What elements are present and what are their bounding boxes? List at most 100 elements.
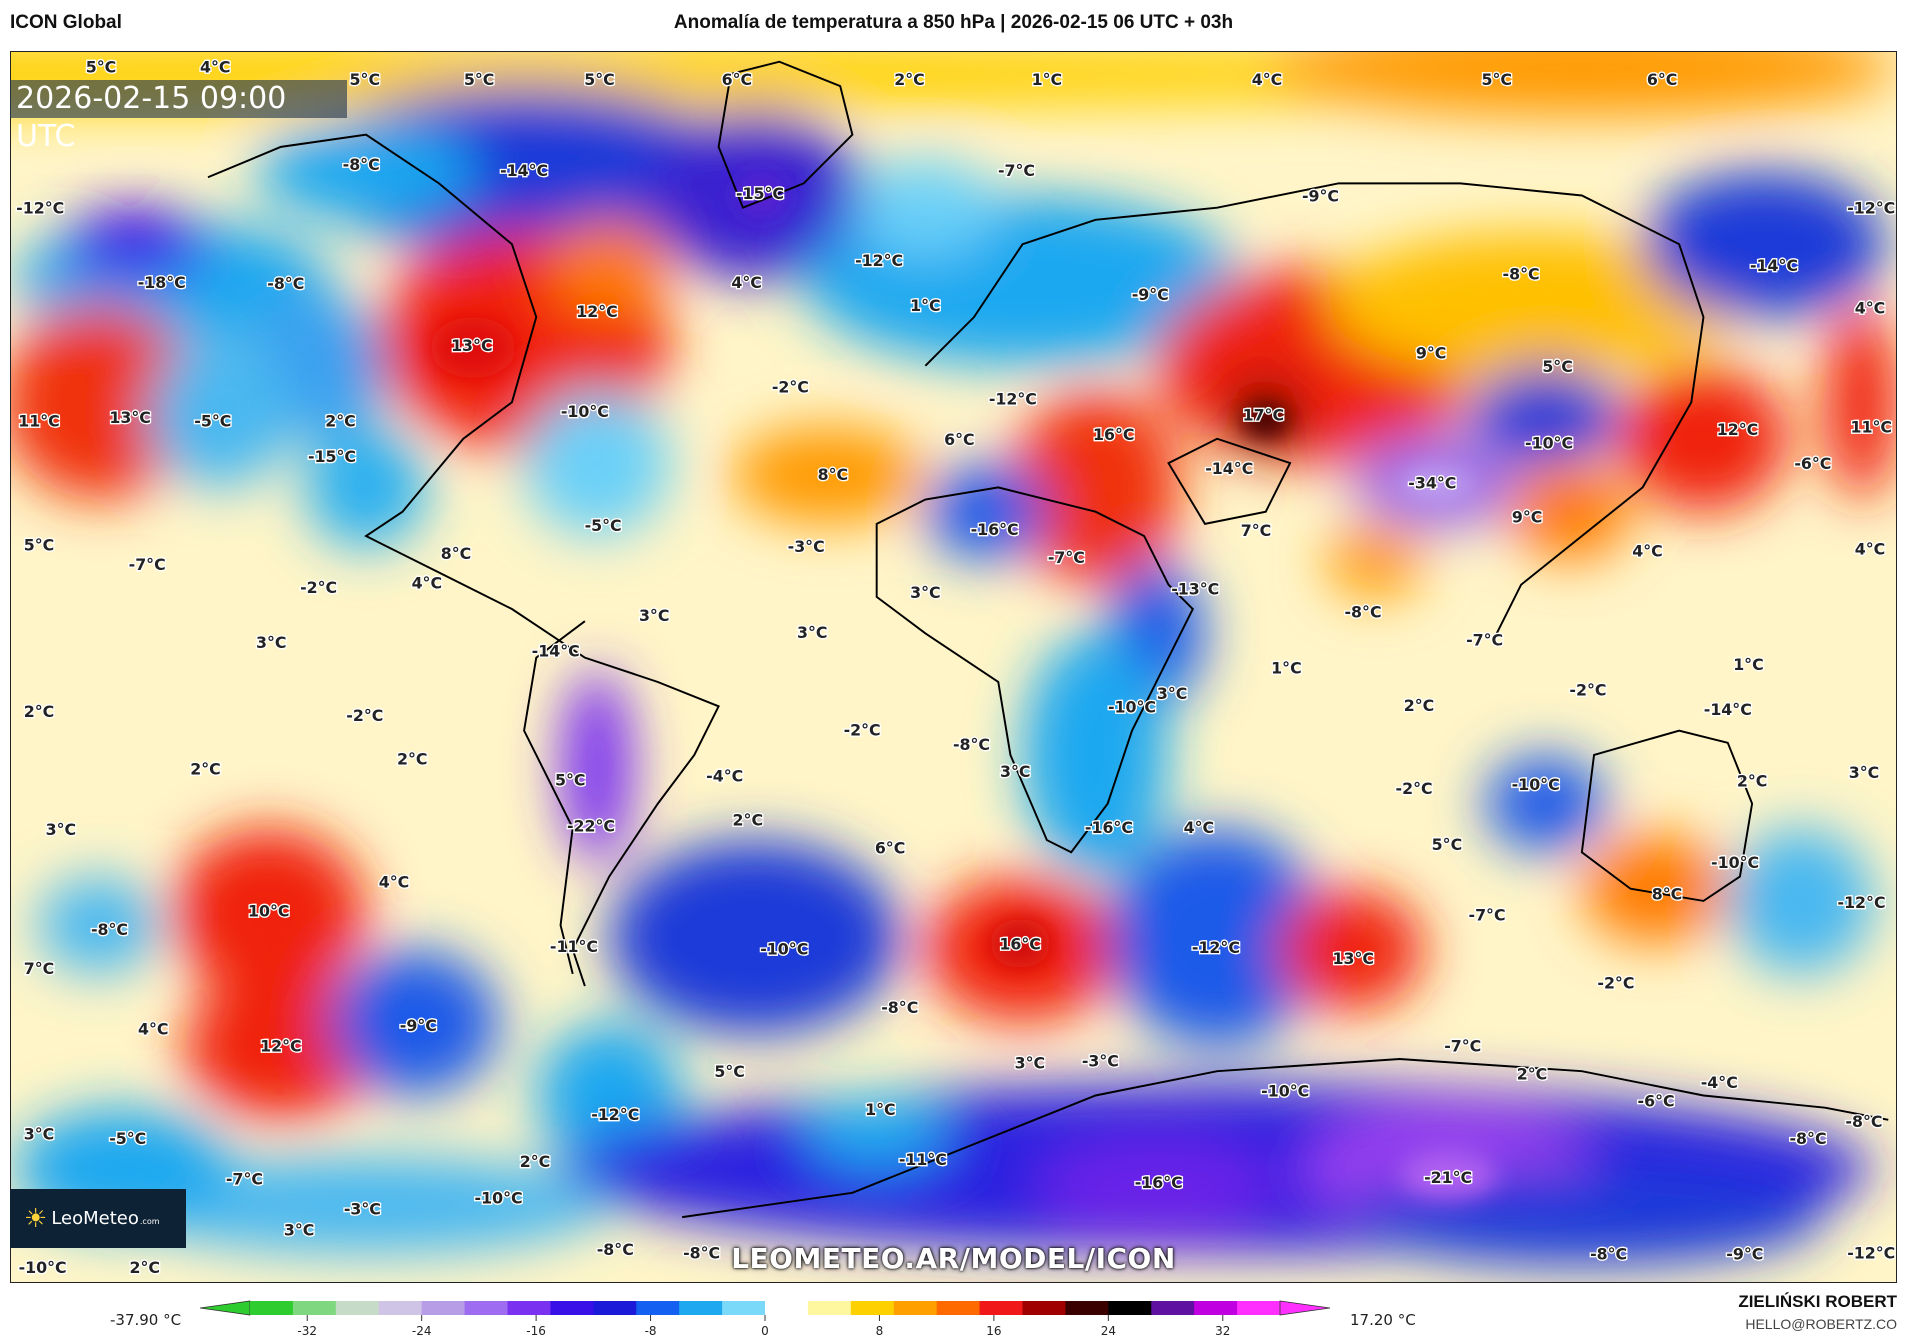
isotherm-label: -9°C [400,1016,437,1035]
author-email[interactable]: HELLO@ROBERTZ.CO [1745,1316,1897,1332]
anomaly-blob [1326,231,1740,378]
isotherm-label: -16°C [1085,818,1133,837]
colorbar-tick-label: -8 [645,1324,657,1338]
isotherm-label: -7°C [129,555,166,574]
isotherm-label: 2°C [733,810,763,829]
colorbar-tick-label: -16 [526,1324,546,1338]
isotherm-label: 13°C [451,336,492,355]
colorbar-swatch [679,1301,723,1315]
coastline [523,620,586,975]
colorbar-swatch [593,1301,637,1315]
isotherm-labels: 5°C 4°C 5°C 5°C 5°C 6°C 2°C 1°C 4°C 5°C 6°C -8°C -14… [15,56,1896,1278]
isotherm-label: 10°C [248,902,289,921]
isotherm-label: -9°C [1302,187,1339,206]
anomaly-blob [1618,365,1789,512]
anomaly-blob [1265,52,1896,117]
anomaly-blob [1581,834,1728,944]
isotherm-label: 3°C [46,820,76,839]
chart-title: Anomalía de temperatura a 850 hPa | 2026… [673,12,1234,33]
isotherm-label: -4°C [1701,1073,1738,1092]
anomaly-blob [1107,827,1327,1047]
colorbar-swatch [550,1301,594,1315]
map-canvas: 5°C 4°C 5°C 5°C 5°C 6°C 2°C 1°C 4°C 5°C 6°C -8°C -14… [11,52,1896,1282]
colorbar-tick-label: 0 [761,1324,769,1338]
watermark-url: LEOMETEO.AR/MODEL/ICON [731,1242,1176,1275]
isotherm-label: 2°C [1404,696,1434,715]
leometeo-logo[interactable]: ☀ LeoMeteo .com [10,1189,186,1248]
isotherm-label: 2°C [1517,1065,1547,1084]
coastlines [207,60,1889,1219]
colorbar-swatch [292,1301,337,1315]
isotherm-label: -12°C [16,199,64,218]
colorbar-tick-label: -32 [297,1324,317,1338]
isotherm-label: -21°C [1424,1168,1472,1187]
isotherm-label: -10°C [1525,433,1573,452]
anomaly-blob [730,426,926,524]
isotherm-label: 7°C [24,959,54,978]
anomaly-blob [925,463,1047,561]
isotherm-label: 5°C [350,70,380,89]
isotherm-label: 5°C [86,58,116,77]
colorbar-tick-label: 16 [986,1324,1001,1338]
isotherm-label: 2°C [24,702,54,721]
isotherm-label: -7°C [1444,1037,1481,1056]
colorbar-tick-label: -24 [412,1324,432,1338]
isotherm-label: 5°C [1432,835,1462,854]
isotherm-label: 12°C [576,302,617,321]
isotherm-label: -11°C [899,1150,947,1169]
isotherm-label: 2°C [190,759,220,778]
colorbar-swatch [1108,1301,1152,1315]
isotherm-label: -2°C [346,706,383,725]
isotherm-label: 8°C [1652,885,1682,904]
isotherm-label: -7°C [1469,905,1506,924]
isotherm-label: -10°C [475,1189,523,1208]
anomaly-cores [430,173,1497,1199]
colorbar-swatch [722,1301,766,1315]
isotherm-label: -34°C [1408,474,1456,493]
coastline [1167,437,1292,525]
isotherm-label: 4°C [731,273,761,292]
anomaly-blob [11,304,196,500]
isotherm-label: 2°C [520,1152,550,1171]
isotherm-label: 7°C [1241,521,1271,540]
isotherm-label: -10°C [1108,697,1156,716]
isotherm-label: 3°C [24,1124,54,1143]
isotherm-label: -2°C [1597,973,1634,992]
isotherm-label: -8°C [1790,1129,1827,1148]
colorbar-swatch [507,1301,552,1315]
isotherm-label: -2°C [772,378,809,397]
isotherm-label: -14°C [1704,700,1752,719]
isotherm-label: 4°C [1632,542,1662,561]
temperature-anomaly-map[interactable]: 5°C 4°C 5°C 5°C 5°C 6°C 2°C 1°C 4°C 5°C 6°C -8°C -14… [10,51,1897,1283]
isotherm-label: 3°C [1015,1054,1045,1073]
isotherm-label: -10°C [19,1258,67,1277]
anomaly-blob [1727,827,1874,974]
colorbar-swatch [1194,1301,1238,1315]
isotherm-label: -12°C [1847,199,1895,218]
anomaly-blob [1326,523,1424,597]
isotherm-label: -8°C [1503,264,1540,283]
isotherm-label: -10°C [760,939,808,958]
colorbar-tick-label: 24 [1101,1324,1116,1338]
anomaly-blob [560,669,634,865]
colorbar-swatch [378,1301,423,1315]
isotherm-label: 5°C [555,770,585,789]
anomaly-field [11,52,1896,1266]
isotherm-label: 12°C [260,1037,301,1056]
colorbar-swatch [765,1301,809,1315]
isotherm-label: 2°C [325,412,355,431]
isotherm-label: 4°C [1855,539,1885,558]
isotherm-label: -3°C [788,537,825,556]
anomaly-blob [803,1095,950,1169]
isotherm-label: 4°C [138,1020,168,1039]
isotherm-label: 5°C [1542,357,1572,376]
isotherm-label: 3°C [910,583,940,602]
anomaly-blob [1642,171,1886,318]
isotherm-label: 4°C [200,58,230,77]
isotherm-label: 2°C [894,70,924,89]
isotherm-label: -14°C [1750,256,1798,275]
anomaly-core [989,919,1051,968]
isotherm-label: -12°C [1192,938,1240,957]
isotherm-label: 4°C [1252,70,1282,89]
anomaly-blob [1508,463,1631,561]
